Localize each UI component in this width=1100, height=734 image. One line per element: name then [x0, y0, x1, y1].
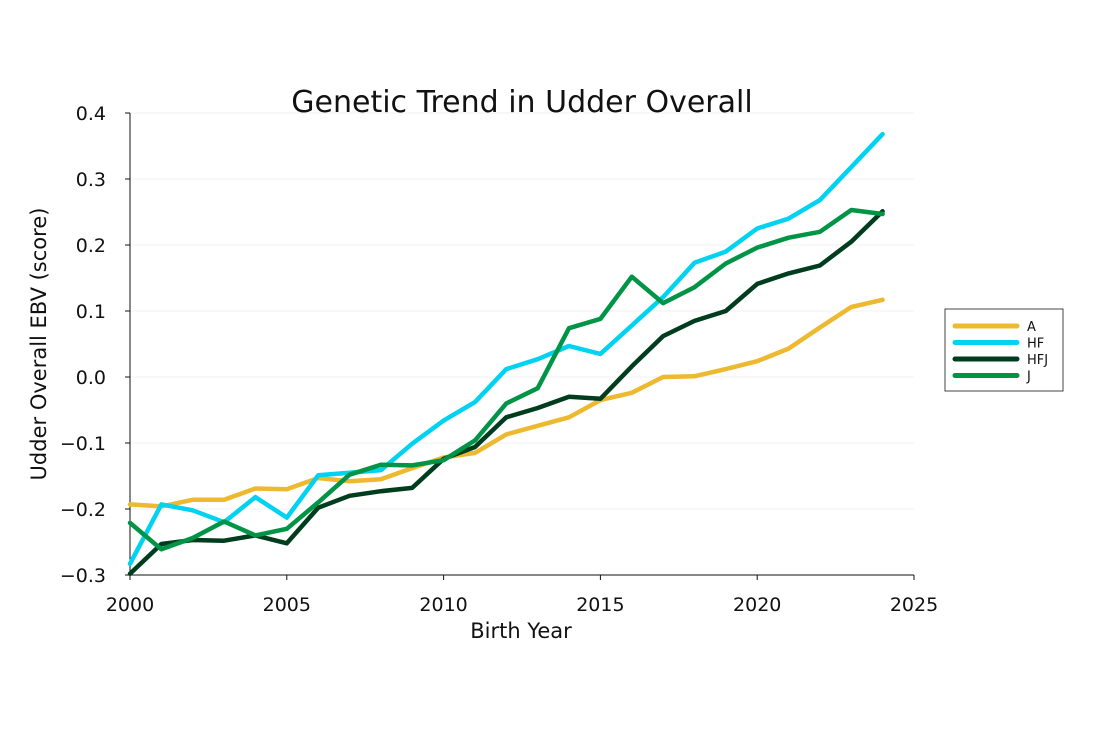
y-tick-label: −0.1 [60, 433, 106, 455]
x-axis-label: Birth Year [470, 619, 572, 643]
x-tick-label: 2025 [890, 594, 938, 616]
legend-label-a: A [1027, 320, 1036, 335]
y-tick-label: 0.0 [76, 367, 106, 389]
series-line-j [127, 207, 885, 552]
y-tick-label: −0.3 [60, 565, 106, 587]
y-tick-label: 0.4 [76, 103, 106, 125]
legend-label-hfj: HFJ [1027, 353, 1048, 368]
axes [129, 113, 914, 576]
tick-labels: −0.3 −0.2 −0.1 0.0 0.1 0.2 0.3 0.4 2000 2005 2010 2… [60, 103, 938, 616]
y-axis-label: Udder Overall EBV (score) [27, 208, 51, 481]
x-tick-label: 2010 [419, 594, 467, 616]
y-tick-label: 0.1 [76, 301, 106, 323]
legend-label-hf: HF [1027, 337, 1044, 352]
series-line-hf [127, 131, 885, 567]
y-tick-label: −0.2 [60, 499, 106, 521]
chart-title: Genetic Trend in Udder Overall [291, 85, 752, 120]
data-series [127, 131, 885, 576]
x-tick-label: 2005 [263, 594, 311, 616]
x-tick-label: 2020 [733, 594, 781, 616]
legend-label-j: J [1026, 370, 1031, 385]
legend-box [944, 308, 1064, 392]
x-tick-label: 2015 [576, 594, 624, 616]
series-line-a [127, 297, 885, 509]
y-tick-label: 0.2 [76, 235, 106, 257]
y-tick-label: 0.3 [76, 169, 106, 191]
x-tick-label: 2000 [106, 594, 154, 616]
